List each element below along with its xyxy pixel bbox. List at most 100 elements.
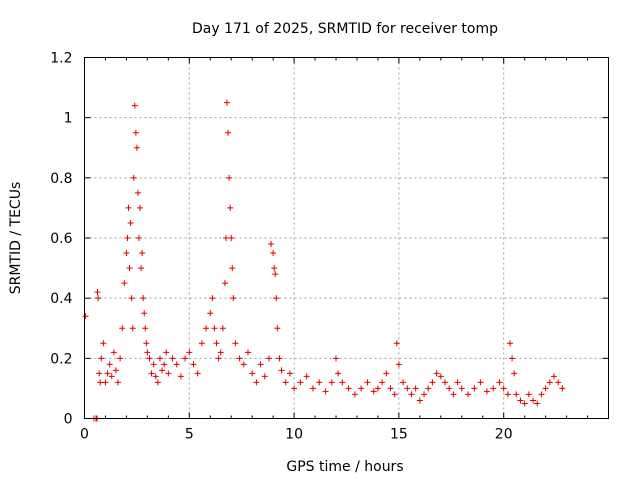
x-tick-label: 0 bbox=[80, 427, 89, 443]
data-point bbox=[221, 280, 228, 287]
data-point bbox=[400, 379, 407, 386]
data-point bbox=[127, 219, 134, 226]
data-point bbox=[379, 379, 386, 386]
data-point bbox=[268, 241, 275, 248]
data-point bbox=[115, 379, 122, 386]
grid-lines bbox=[84, 57, 609, 419]
data-point bbox=[437, 373, 444, 380]
data-point bbox=[249, 370, 256, 377]
data-point bbox=[555, 379, 562, 386]
data-point bbox=[209, 295, 216, 302]
y-tick-label: 0 bbox=[64, 412, 73, 428]
data-point bbox=[135, 235, 142, 241]
data-point bbox=[335, 370, 342, 377]
data-point bbox=[143, 340, 150, 347]
data-point bbox=[161, 361, 168, 368]
y-tick-label: 0.6 bbox=[50, 231, 72, 247]
data-point bbox=[542, 385, 549, 392]
data-point bbox=[128, 295, 135, 302]
data-point bbox=[100, 340, 107, 347]
data-point bbox=[273, 295, 280, 302]
x-tick-labels: 0 5 10 15 20 bbox=[80, 427, 513, 443]
data-point bbox=[240, 361, 247, 368]
data-point bbox=[546, 379, 553, 386]
data-point bbox=[517, 397, 524, 404]
data-point bbox=[154, 379, 161, 386]
data-point bbox=[391, 391, 398, 398]
data-point bbox=[163, 349, 170, 356]
y-tick-label: 0.8 bbox=[50, 171, 72, 187]
data-point bbox=[215, 355, 222, 362]
data-point bbox=[309, 385, 316, 392]
data-point bbox=[82, 313, 89, 320]
data-point bbox=[133, 144, 140, 151]
data-point bbox=[339, 379, 346, 386]
data-point bbox=[150, 361, 157, 368]
x-tick-label: 20 bbox=[495, 427, 513, 443]
data-point bbox=[121, 280, 128, 287]
data-points bbox=[82, 99, 566, 422]
data-point bbox=[282, 379, 289, 386]
data-point bbox=[224, 99, 231, 106]
data-point bbox=[351, 391, 358, 398]
x-tick-label: 10 bbox=[285, 427, 303, 443]
data-point bbox=[148, 370, 155, 377]
data-point bbox=[222, 235, 229, 241]
data-point bbox=[98, 355, 105, 362]
data-point bbox=[276, 355, 283, 362]
data-point bbox=[291, 385, 298, 392]
data-point bbox=[97, 379, 104, 386]
data-point bbox=[261, 373, 268, 380]
data-point bbox=[232, 340, 239, 347]
data-point bbox=[125, 204, 132, 211]
data-point bbox=[186, 349, 193, 356]
data-point bbox=[408, 391, 415, 398]
y-tick-label: 0.4 bbox=[50, 291, 72, 307]
data-point bbox=[211, 325, 218, 332]
data-point bbox=[244, 349, 251, 356]
data-point bbox=[316, 379, 323, 386]
data-point bbox=[182, 355, 189, 362]
data-point bbox=[442, 379, 449, 386]
data-point bbox=[333, 355, 340, 362]
data-point bbox=[364, 379, 371, 386]
data-point bbox=[213, 340, 220, 347]
data-point bbox=[297, 379, 304, 386]
data-point bbox=[483, 388, 490, 395]
data-point bbox=[230, 295, 237, 302]
y-tick-labels: 0 0.2 0.4 0.6 0.8 1 1.2 bbox=[50, 51, 72, 428]
data-point bbox=[126, 265, 133, 272]
data-point bbox=[229, 265, 236, 272]
data-point bbox=[270, 250, 277, 257]
data-point bbox=[112, 367, 119, 374]
data-point bbox=[551, 373, 558, 380]
data-point bbox=[203, 325, 210, 332]
data-point bbox=[110, 349, 117, 356]
data-point bbox=[477, 379, 484, 386]
chart-title: Day 171 of 2025, SRMTID for receiver tom… bbox=[192, 21, 498, 37]
data-point bbox=[217, 349, 224, 356]
data-point bbox=[421, 391, 428, 398]
data-point bbox=[140, 295, 147, 302]
x-tick-label: 15 bbox=[390, 427, 408, 443]
data-point bbox=[322, 388, 329, 395]
data-point bbox=[227, 204, 234, 211]
data-point bbox=[534, 400, 541, 407]
y-tick-label: 1 bbox=[64, 111, 73, 127]
data-point bbox=[274, 325, 281, 332]
data-point bbox=[198, 340, 205, 347]
data-point bbox=[106, 361, 113, 368]
data-point bbox=[194, 370, 201, 377]
data-point bbox=[559, 385, 566, 392]
data-point bbox=[207, 310, 214, 317]
data-point bbox=[137, 204, 144, 211]
data-point bbox=[108, 373, 115, 380]
data-point bbox=[425, 385, 432, 392]
data-point bbox=[286, 370, 293, 377]
data-point bbox=[374, 385, 381, 392]
data-point bbox=[219, 325, 226, 332]
data-point bbox=[383, 370, 390, 377]
data-point bbox=[511, 370, 518, 377]
y-tick-label: 0.2 bbox=[50, 351, 72, 367]
data-point bbox=[94, 289, 101, 296]
